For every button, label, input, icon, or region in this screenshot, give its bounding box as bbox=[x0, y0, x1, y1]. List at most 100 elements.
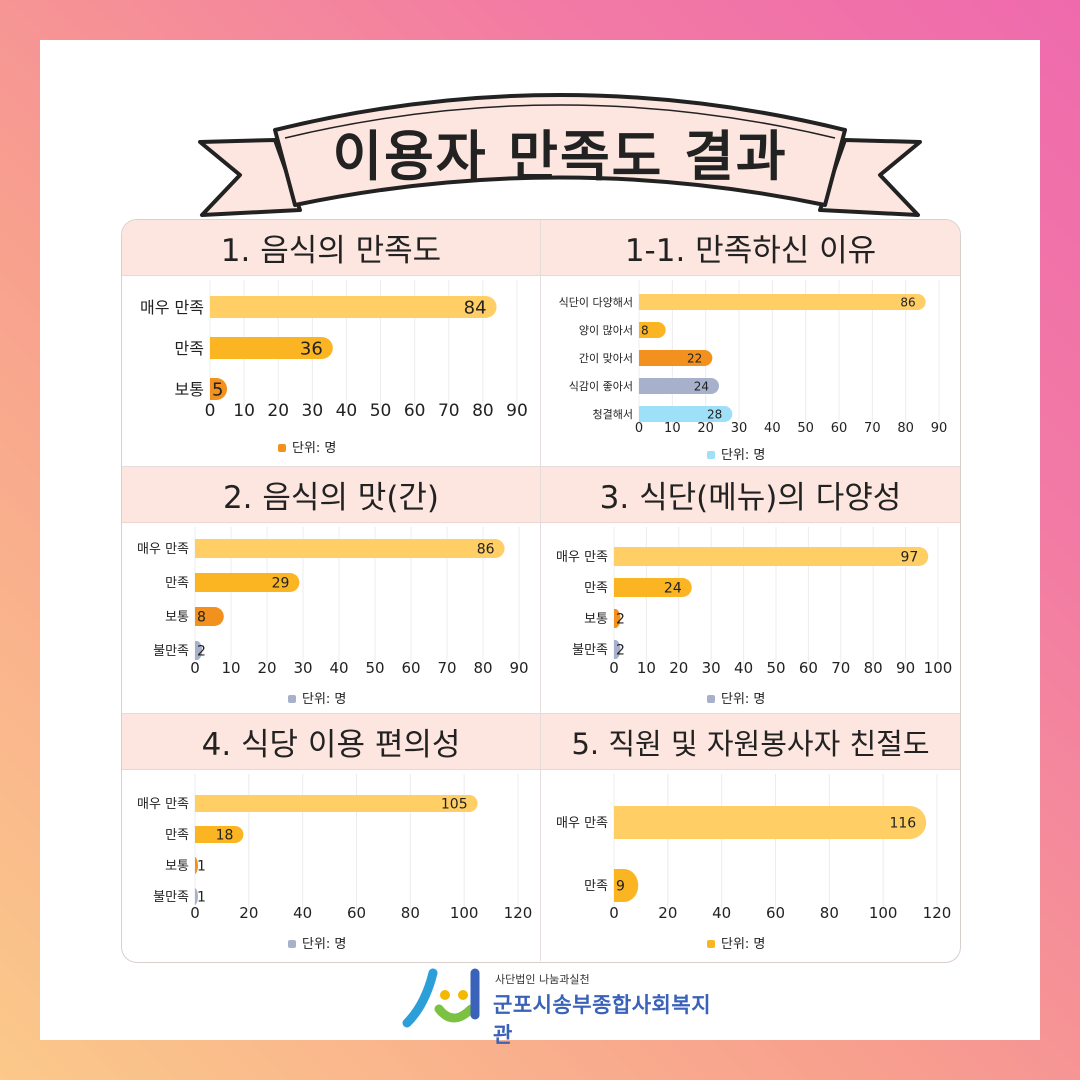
x-tick-label: 100 bbox=[450, 904, 479, 922]
page-title: 이용자 만족도 결과 bbox=[332, 125, 788, 188]
bar bbox=[639, 294, 926, 310]
bar bbox=[614, 547, 929, 566]
x-tick-label: 0 bbox=[609, 659, 619, 677]
bar bbox=[614, 640, 621, 659]
x-tick-label: 10 bbox=[233, 401, 255, 421]
bar bbox=[195, 826, 244, 843]
category-label: 불만족 bbox=[572, 643, 608, 658]
data-label: 29 bbox=[272, 576, 290, 592]
x-tick-label: 80 bbox=[897, 421, 914, 436]
bar bbox=[639, 406, 733, 422]
logo-mark-icon bbox=[402, 968, 480, 1028]
legend-label: 단위: 명 bbox=[721, 937, 765, 952]
bar bbox=[195, 573, 300, 592]
legend-swatch bbox=[288, 695, 296, 703]
bar bbox=[639, 378, 719, 394]
category-label: 매우 만족 bbox=[137, 542, 189, 557]
data-label: 9 bbox=[616, 879, 625, 895]
x-tick-label: 0 bbox=[609, 904, 619, 922]
legend-swatch bbox=[278, 444, 286, 452]
x-tick-label: 50 bbox=[766, 659, 785, 677]
chart-title: 2. 음식의 맛(간) bbox=[122, 467, 540, 523]
category-label: 불만족 bbox=[153, 890, 189, 905]
x-tick-label: 100 bbox=[924, 659, 953, 677]
data-label: 22 bbox=[687, 351, 702, 365]
category-label: 만족 bbox=[165, 828, 189, 843]
x-tick-label: 40 bbox=[764, 421, 781, 436]
data-label: 18 bbox=[216, 828, 234, 844]
bar bbox=[194, 888, 198, 905]
x-tick-label: 90 bbox=[509, 659, 528, 677]
bar-chart: 0 10 20 30 40 50 60 70 80 90 매우 만족 86 만족 29 보통 8 불만족 2 단위:… bbox=[137, 527, 529, 707]
legend: 단위: 명 bbox=[707, 448, 765, 463]
bar bbox=[210, 296, 497, 318]
data-label: 105 bbox=[441, 797, 468, 813]
category-label: 보통 bbox=[175, 380, 204, 399]
category-label: 양이 많아서 bbox=[579, 324, 633, 337]
x-tick-label: 30 bbox=[302, 401, 324, 421]
bar bbox=[614, 806, 927, 839]
chart-panel: 1-1. 만족하신 이유 0 10 20 30 40 50 60 70 80 90 식단이 다양해서 8… bbox=[541, 220, 960, 467]
bar bbox=[210, 337, 333, 359]
bar bbox=[614, 869, 639, 902]
bar bbox=[194, 857, 198, 874]
data-label: 24 bbox=[694, 379, 709, 393]
category-label: 만족 bbox=[584, 879, 608, 894]
x-tick-label: 50 bbox=[365, 659, 384, 677]
x-tick-label: 90 bbox=[896, 659, 915, 677]
x-tick-label: 20 bbox=[669, 659, 688, 677]
x-tick-label: 30 bbox=[702, 659, 721, 677]
x-tick-label: 0 bbox=[205, 401, 216, 421]
data-label: 116 bbox=[889, 816, 916, 832]
x-tick-label: 10 bbox=[221, 659, 240, 677]
x-tick-label: 60 bbox=[347, 904, 366, 922]
legend-swatch bbox=[707, 451, 715, 459]
legend-label: 단위: 명 bbox=[302, 937, 346, 952]
chart-panel: 4. 식당 이용 편의성 0 20 40 60 80 100 120 매우 만족 105 만족 18 보… bbox=[122, 714, 541, 961]
category-label: 매우 만족 bbox=[140, 298, 204, 317]
x-tick-label: 60 bbox=[766, 904, 785, 922]
data-label: 1 bbox=[197, 859, 206, 875]
x-tick-label: 50 bbox=[797, 421, 814, 436]
x-tick-label: 80 bbox=[864, 659, 883, 677]
legend-label: 단위: 명 bbox=[721, 692, 765, 707]
x-tick-label: 30 bbox=[731, 421, 748, 436]
x-tick-label: 20 bbox=[658, 904, 677, 922]
x-tick-label: 120 bbox=[923, 904, 952, 922]
bar bbox=[195, 539, 505, 558]
x-tick-label: 0 bbox=[190, 659, 200, 677]
data-label: 2 bbox=[616, 643, 625, 659]
data-label: 24 bbox=[664, 581, 682, 597]
data-label: 86 bbox=[477, 542, 495, 558]
x-tick-label: 40 bbox=[712, 904, 731, 922]
legend-label: 단위: 명 bbox=[721, 448, 765, 463]
x-tick-label: 70 bbox=[831, 659, 850, 677]
legend: 단위: 명 bbox=[278, 441, 336, 456]
data-label: 8 bbox=[641, 323, 649, 337]
category-label: 불만족 bbox=[153, 644, 189, 659]
x-tick-label: 80 bbox=[473, 659, 492, 677]
category-label: 매우 만족 bbox=[556, 816, 608, 831]
org-subtitle: 사단법인 나눔과실천 bbox=[495, 973, 590, 986]
data-label: 2 bbox=[197, 644, 206, 660]
bar-chart: 0 20 40 60 80 100 120 매우 만족 105 만족 18 보통 1 불만족 1 단위: 명 bbox=[137, 774, 532, 952]
title-ribbon: 이용자 만족도 결과 bbox=[180, 70, 940, 240]
x-tick-label: 80 bbox=[472, 401, 494, 421]
x-tick-label: 40 bbox=[293, 904, 312, 922]
data-label: 86 bbox=[900, 295, 915, 309]
legend: 단위: 명 bbox=[707, 937, 765, 952]
x-tick-label: 90 bbox=[931, 421, 948, 436]
x-tick-label: 40 bbox=[336, 401, 358, 421]
category-label: 만족 bbox=[175, 339, 204, 358]
chart-grid: 1. 음식의 만족도 0 10 20 30 40 50 60 70 80 90 매우 만족 84 만족 36… bbox=[121, 219, 961, 963]
chart-panel: 1. 음식의 만족도 0 10 20 30 40 50 60 70 80 90 매우 만족 84 만족 36… bbox=[122, 220, 541, 467]
x-tick-label: 60 bbox=[799, 659, 818, 677]
chart-panel: 5. 직원 및 자원봉사자 친절도 0 20 40 60 80 100 120 매우 만족 116… bbox=[541, 714, 960, 961]
bar-chart: 0 10 20 30 40 50 60 70 80 90 매우 만족 84 만족 36 보통 5 단위: 명 bbox=[140, 280, 528, 456]
infographic-card: 이용자 만족도 결과 1. 음식의 만족도 0 10 20 30 40 50 60 70 80 90… bbox=[40, 40, 1040, 1047]
chart-title: 1. 음식의 만족도 bbox=[122, 220, 540, 276]
x-tick-label: 40 bbox=[329, 659, 348, 677]
legend: 단위: 명 bbox=[707, 692, 765, 707]
bar bbox=[195, 641, 203, 660]
category-label: 식단이 다양해서 bbox=[559, 295, 633, 309]
